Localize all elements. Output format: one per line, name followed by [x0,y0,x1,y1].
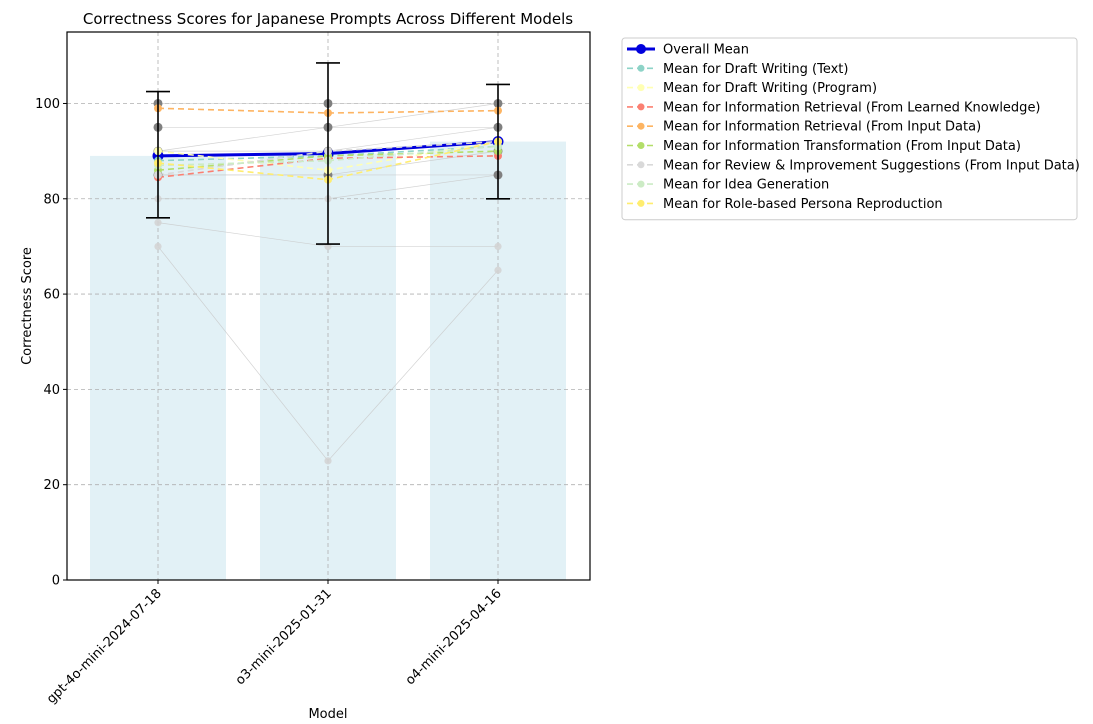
legend-swatch-marker [637,64,645,72]
y-axis-label: Correctness Score [20,247,35,365]
legend-swatch-marker [637,84,645,92]
legend: Overall Mean Mean for Draft Writing (Text… [621,37,1080,221]
legend-item-label: Mean for Information Retrieval (From Inp… [663,120,981,135]
x-tick-label: o3-mini-2025-01-31 [233,586,335,688]
prompt-point [154,219,162,227]
legend-swatch-marker [636,44,646,54]
legend-swatch-marker [637,199,645,207]
x-axis-label: Model [308,707,347,722]
y-tick-label: 60 [43,288,60,303]
legend-item-label: Mean for Role-based Persona Reproduction [663,197,943,212]
legend-swatch-marker [637,180,645,188]
y-tick-label: 40 [43,383,60,398]
prompt-point [494,242,502,251]
chart-title: Correctness Scores for Japanese Prompts … [83,10,573,28]
y-tick-label: 20 [43,478,60,493]
x-tick-label: gpt-4o-mini-2024-07-18 [44,586,165,707]
x-tick-label: o4-mini-2025-04-16 [403,586,505,688]
legend-item-label: Mean for Draft Writing (Program) [663,81,877,96]
legend-item-label: Mean for Information Transformation (Fro… [663,139,1021,154]
prompt-point [324,457,332,465]
prompt-point [154,242,162,251]
legend-item-label: Mean for Information Retrieval (From Lea… [663,100,1041,115]
y-tick-label: 80 [43,192,60,207]
legend-box [621,37,1078,221]
legend-item-label: Overall Mean [663,43,749,58]
prompt-point [494,266,502,274]
y-tick-label: 0 [52,574,60,589]
legend-swatch-marker [637,103,645,111]
legend-swatch-marker [637,161,645,169]
legend-item-label: Mean for Draft Writing (Text) [663,62,848,77]
legend-item-label: Mean for Review & Improvement Suggestion… [663,158,1080,173]
y-tick-label: 100 [35,97,60,112]
legend-item-label: Mean for Idea Generation [663,178,829,193]
legend-swatch-marker [637,142,645,149]
legend-swatch-marker [637,122,645,130]
